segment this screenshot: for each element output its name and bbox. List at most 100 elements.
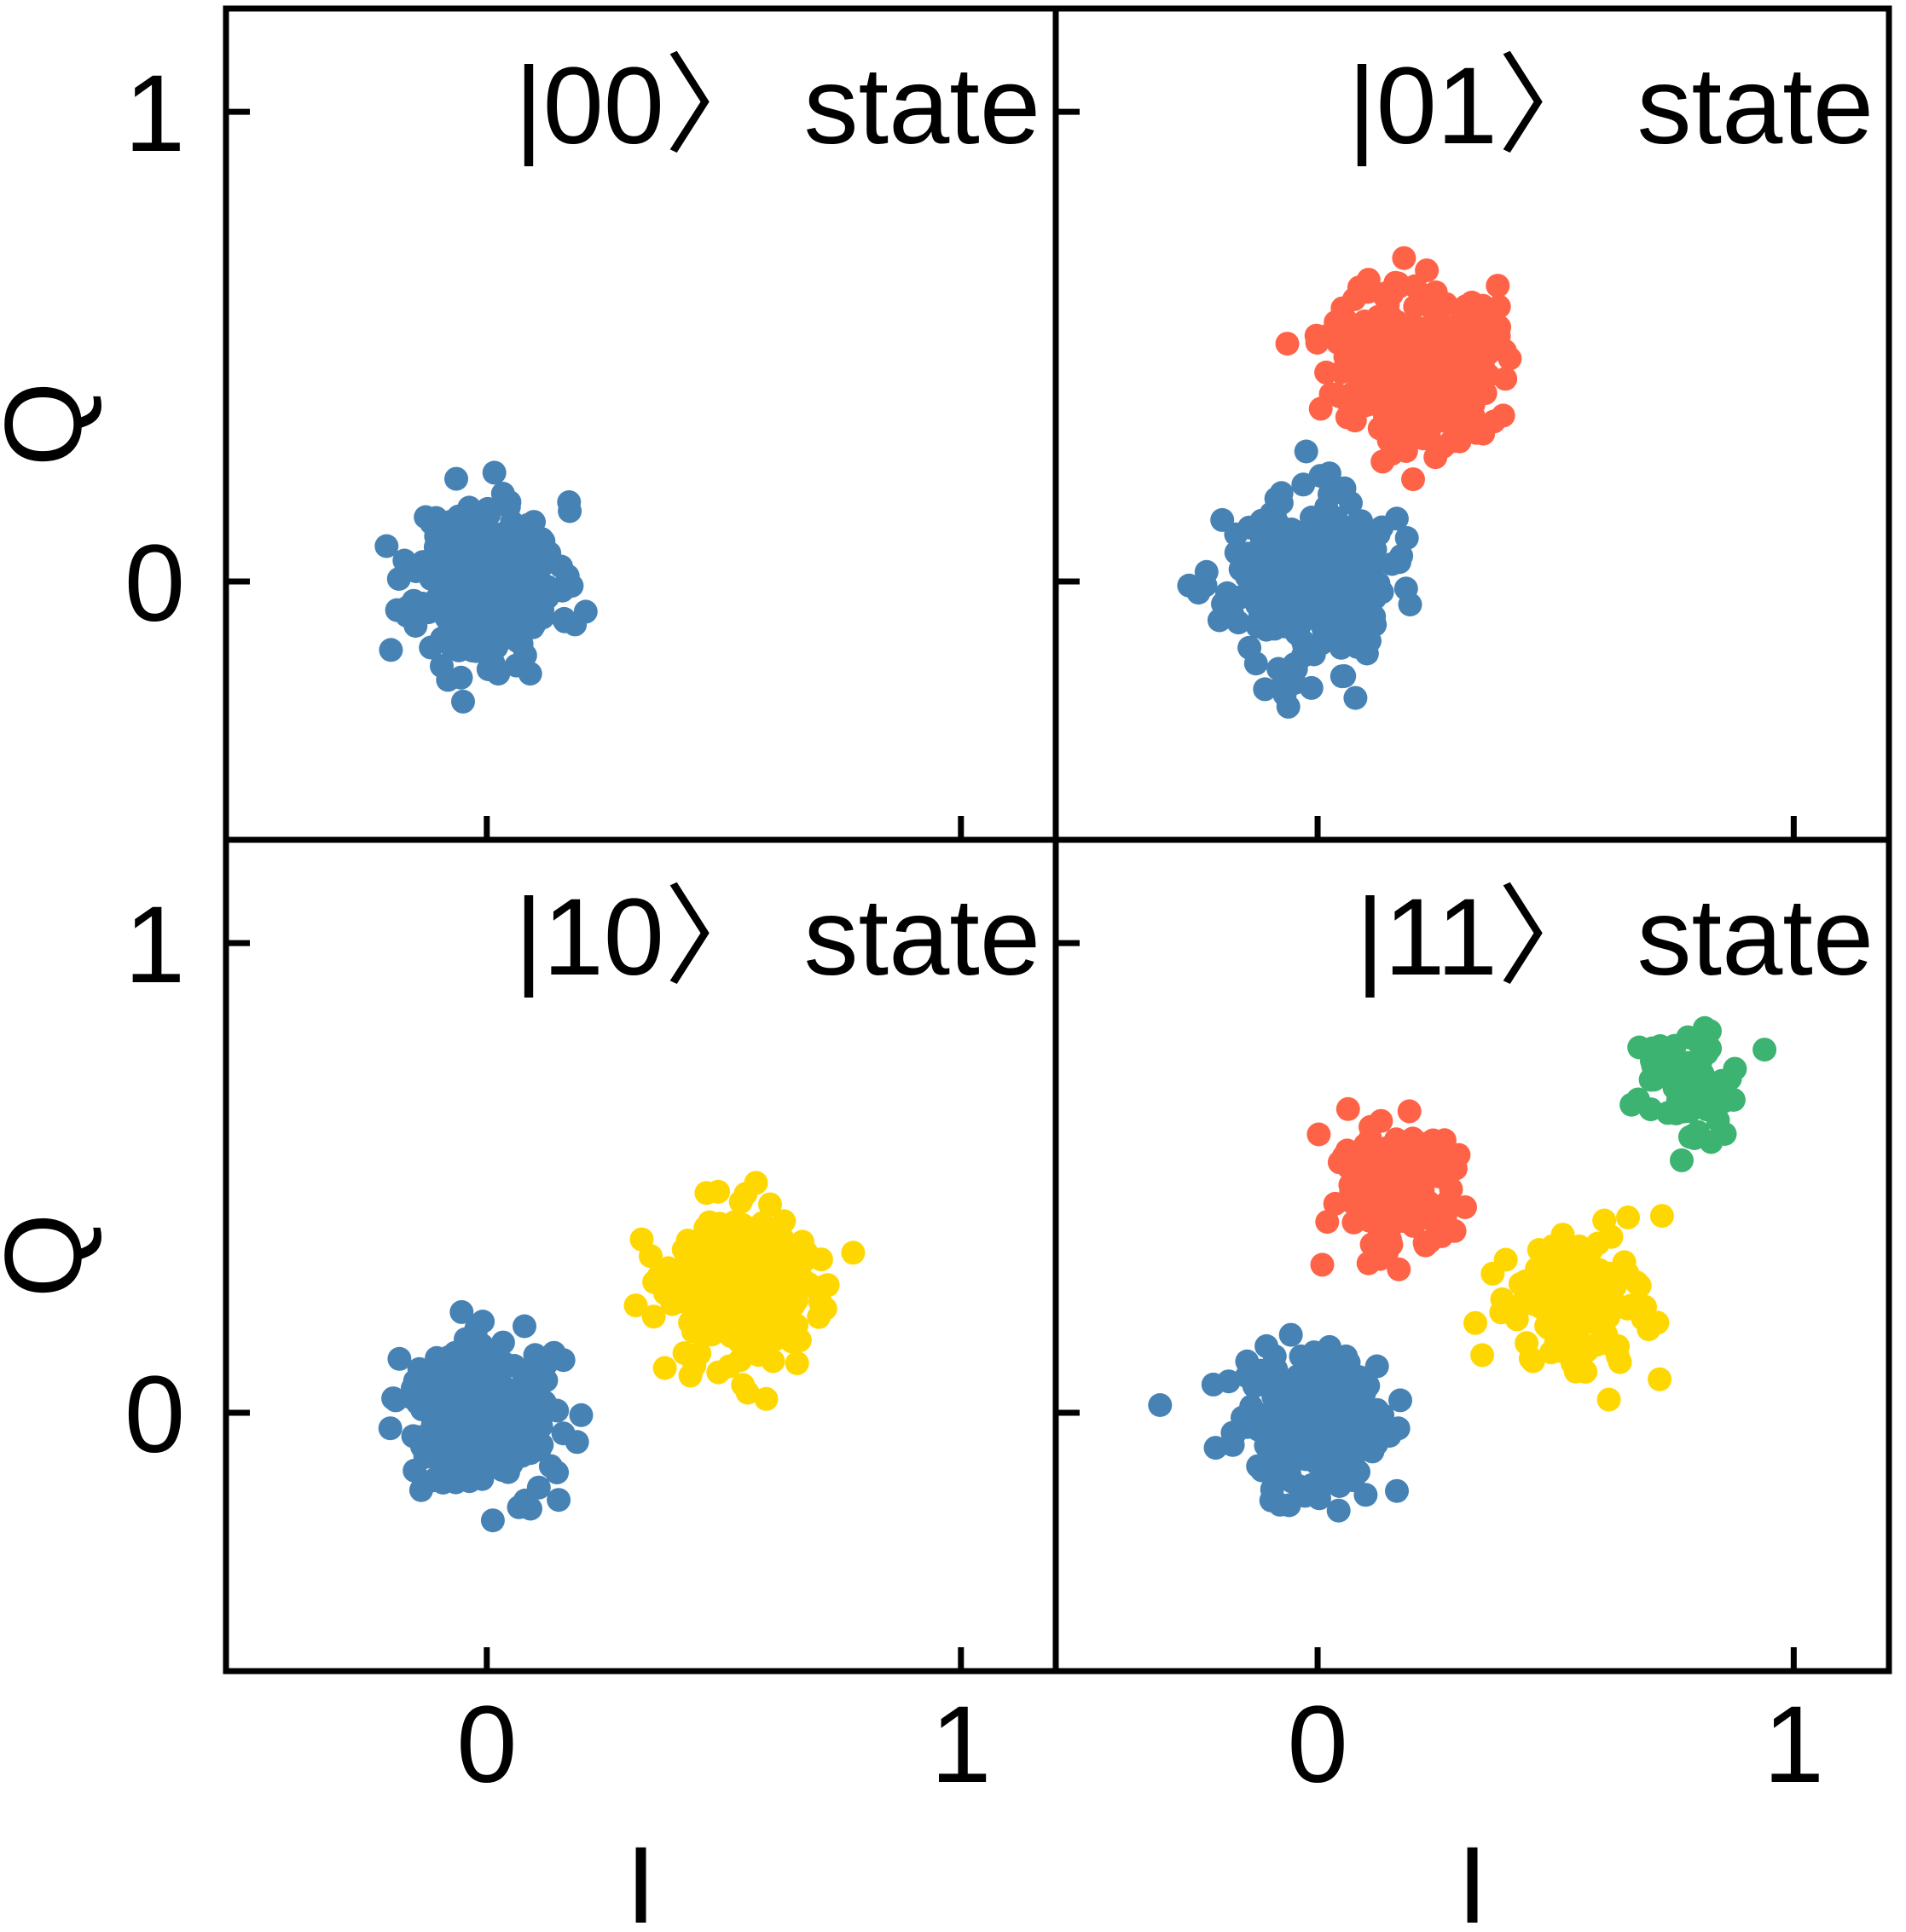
data-point <box>477 502 501 527</box>
data-point <box>746 1343 771 1368</box>
panel-title: |01〉 state <box>1347 45 1874 167</box>
data-point <box>1324 550 1348 574</box>
data-point <box>1712 1089 1736 1114</box>
x-tick-label: 1 <box>930 1684 991 1806</box>
data-point <box>444 466 468 491</box>
data-point <box>1294 439 1318 464</box>
data-point <box>672 1341 697 1366</box>
data-point <box>1220 1420 1245 1445</box>
data-point <box>1333 596 1358 621</box>
data-point <box>1235 1349 1260 1374</box>
data-point <box>1363 552 1387 576</box>
series-red <box>1275 246 1522 492</box>
data-point <box>1353 1411 1378 1436</box>
data-point <box>1686 1119 1710 1144</box>
data-point <box>1332 664 1357 688</box>
data-point <box>1567 1310 1591 1334</box>
data-point <box>1303 529 1328 553</box>
series-blue <box>1148 1322 1412 1523</box>
data-point <box>1283 671 1307 695</box>
data-point <box>1434 1166 1459 1190</box>
data-point <box>481 651 506 675</box>
data-point <box>550 578 575 603</box>
data-point <box>517 531 542 556</box>
panel-title: |10〉 state <box>514 876 1040 998</box>
data-point <box>1387 274 1412 298</box>
data-point <box>1307 1486 1331 1511</box>
data-point <box>1423 445 1448 470</box>
data-point <box>755 1286 779 1310</box>
data-point <box>1364 1354 1389 1379</box>
data-point <box>1548 1339 1573 1363</box>
data-point <box>1351 530 1376 555</box>
data-point <box>715 1290 739 1315</box>
data-point <box>787 1262 812 1287</box>
data-point <box>1392 246 1416 270</box>
data-point <box>480 1508 505 1533</box>
data-point <box>379 638 403 662</box>
data-point <box>1448 418 1473 443</box>
data-point <box>1326 1498 1351 1523</box>
data-point <box>449 665 473 690</box>
data-point <box>387 1346 412 1371</box>
data-point <box>1278 1322 1303 1347</box>
data-point <box>1445 326 1470 350</box>
data-point <box>514 1402 539 1426</box>
data-point <box>474 532 499 557</box>
data-point <box>1319 1418 1344 1443</box>
data-point <box>1304 323 1329 348</box>
data-point <box>1335 1096 1360 1121</box>
scatter-points <box>1148 1015 1777 1523</box>
data-point <box>1693 1015 1717 1040</box>
data-point <box>443 1435 468 1460</box>
data-point <box>1270 1466 1294 1490</box>
y-axis-label: Q <box>0 382 105 467</box>
panel-title: |00〉 state <box>514 45 1040 167</box>
data-point <box>526 1475 551 1500</box>
data-point <box>1386 1416 1411 1441</box>
data-point <box>569 1403 594 1427</box>
data-point <box>1332 481 1356 506</box>
data-point <box>1258 1440 1283 1465</box>
data-point <box>1563 1251 1588 1275</box>
data-point <box>1226 610 1251 635</box>
data-point <box>1330 360 1353 385</box>
scatter-points <box>1177 246 1522 719</box>
data-point <box>1364 1432 1388 1456</box>
data-point <box>1596 1387 1621 1412</box>
data-point <box>451 594 476 619</box>
data-point <box>1336 1351 1361 1375</box>
data-point <box>1401 1188 1426 1212</box>
data-point <box>490 482 515 506</box>
data-point <box>758 1192 782 1217</box>
x-tick-label: 1 <box>1764 1684 1824 1806</box>
data-point <box>1462 370 1486 395</box>
data-point <box>400 1376 425 1401</box>
data-point <box>445 1381 470 1406</box>
data-point <box>1148 1393 1173 1417</box>
data-point <box>1490 1287 1515 1311</box>
data-point <box>1337 320 1361 344</box>
data-point <box>1439 373 1463 397</box>
data-point <box>1276 694 1301 719</box>
data-point <box>1550 1223 1575 1247</box>
data-point <box>1397 1099 1422 1124</box>
data-point <box>656 1256 681 1281</box>
data-point <box>1599 1224 1624 1249</box>
y-tick-label: 1 <box>125 53 185 175</box>
data-point <box>694 1181 719 1206</box>
data-point <box>1415 258 1440 283</box>
data-point <box>1343 685 1368 710</box>
data-point <box>573 599 598 624</box>
data-point <box>1615 1296 1640 1321</box>
data-point <box>1487 315 1511 339</box>
data-point <box>437 1345 461 1369</box>
data-point <box>772 1247 797 1272</box>
data-point <box>1638 1067 1663 1092</box>
panel-3: 0 1 0 1 |10〉 state Q I <box>0 836 1059 1932</box>
series-blue <box>378 1299 594 1533</box>
data-point <box>1203 1436 1228 1461</box>
data-point <box>1245 614 1270 639</box>
y-tick-label: 1 <box>125 884 185 1006</box>
data-point <box>1434 292 1458 316</box>
